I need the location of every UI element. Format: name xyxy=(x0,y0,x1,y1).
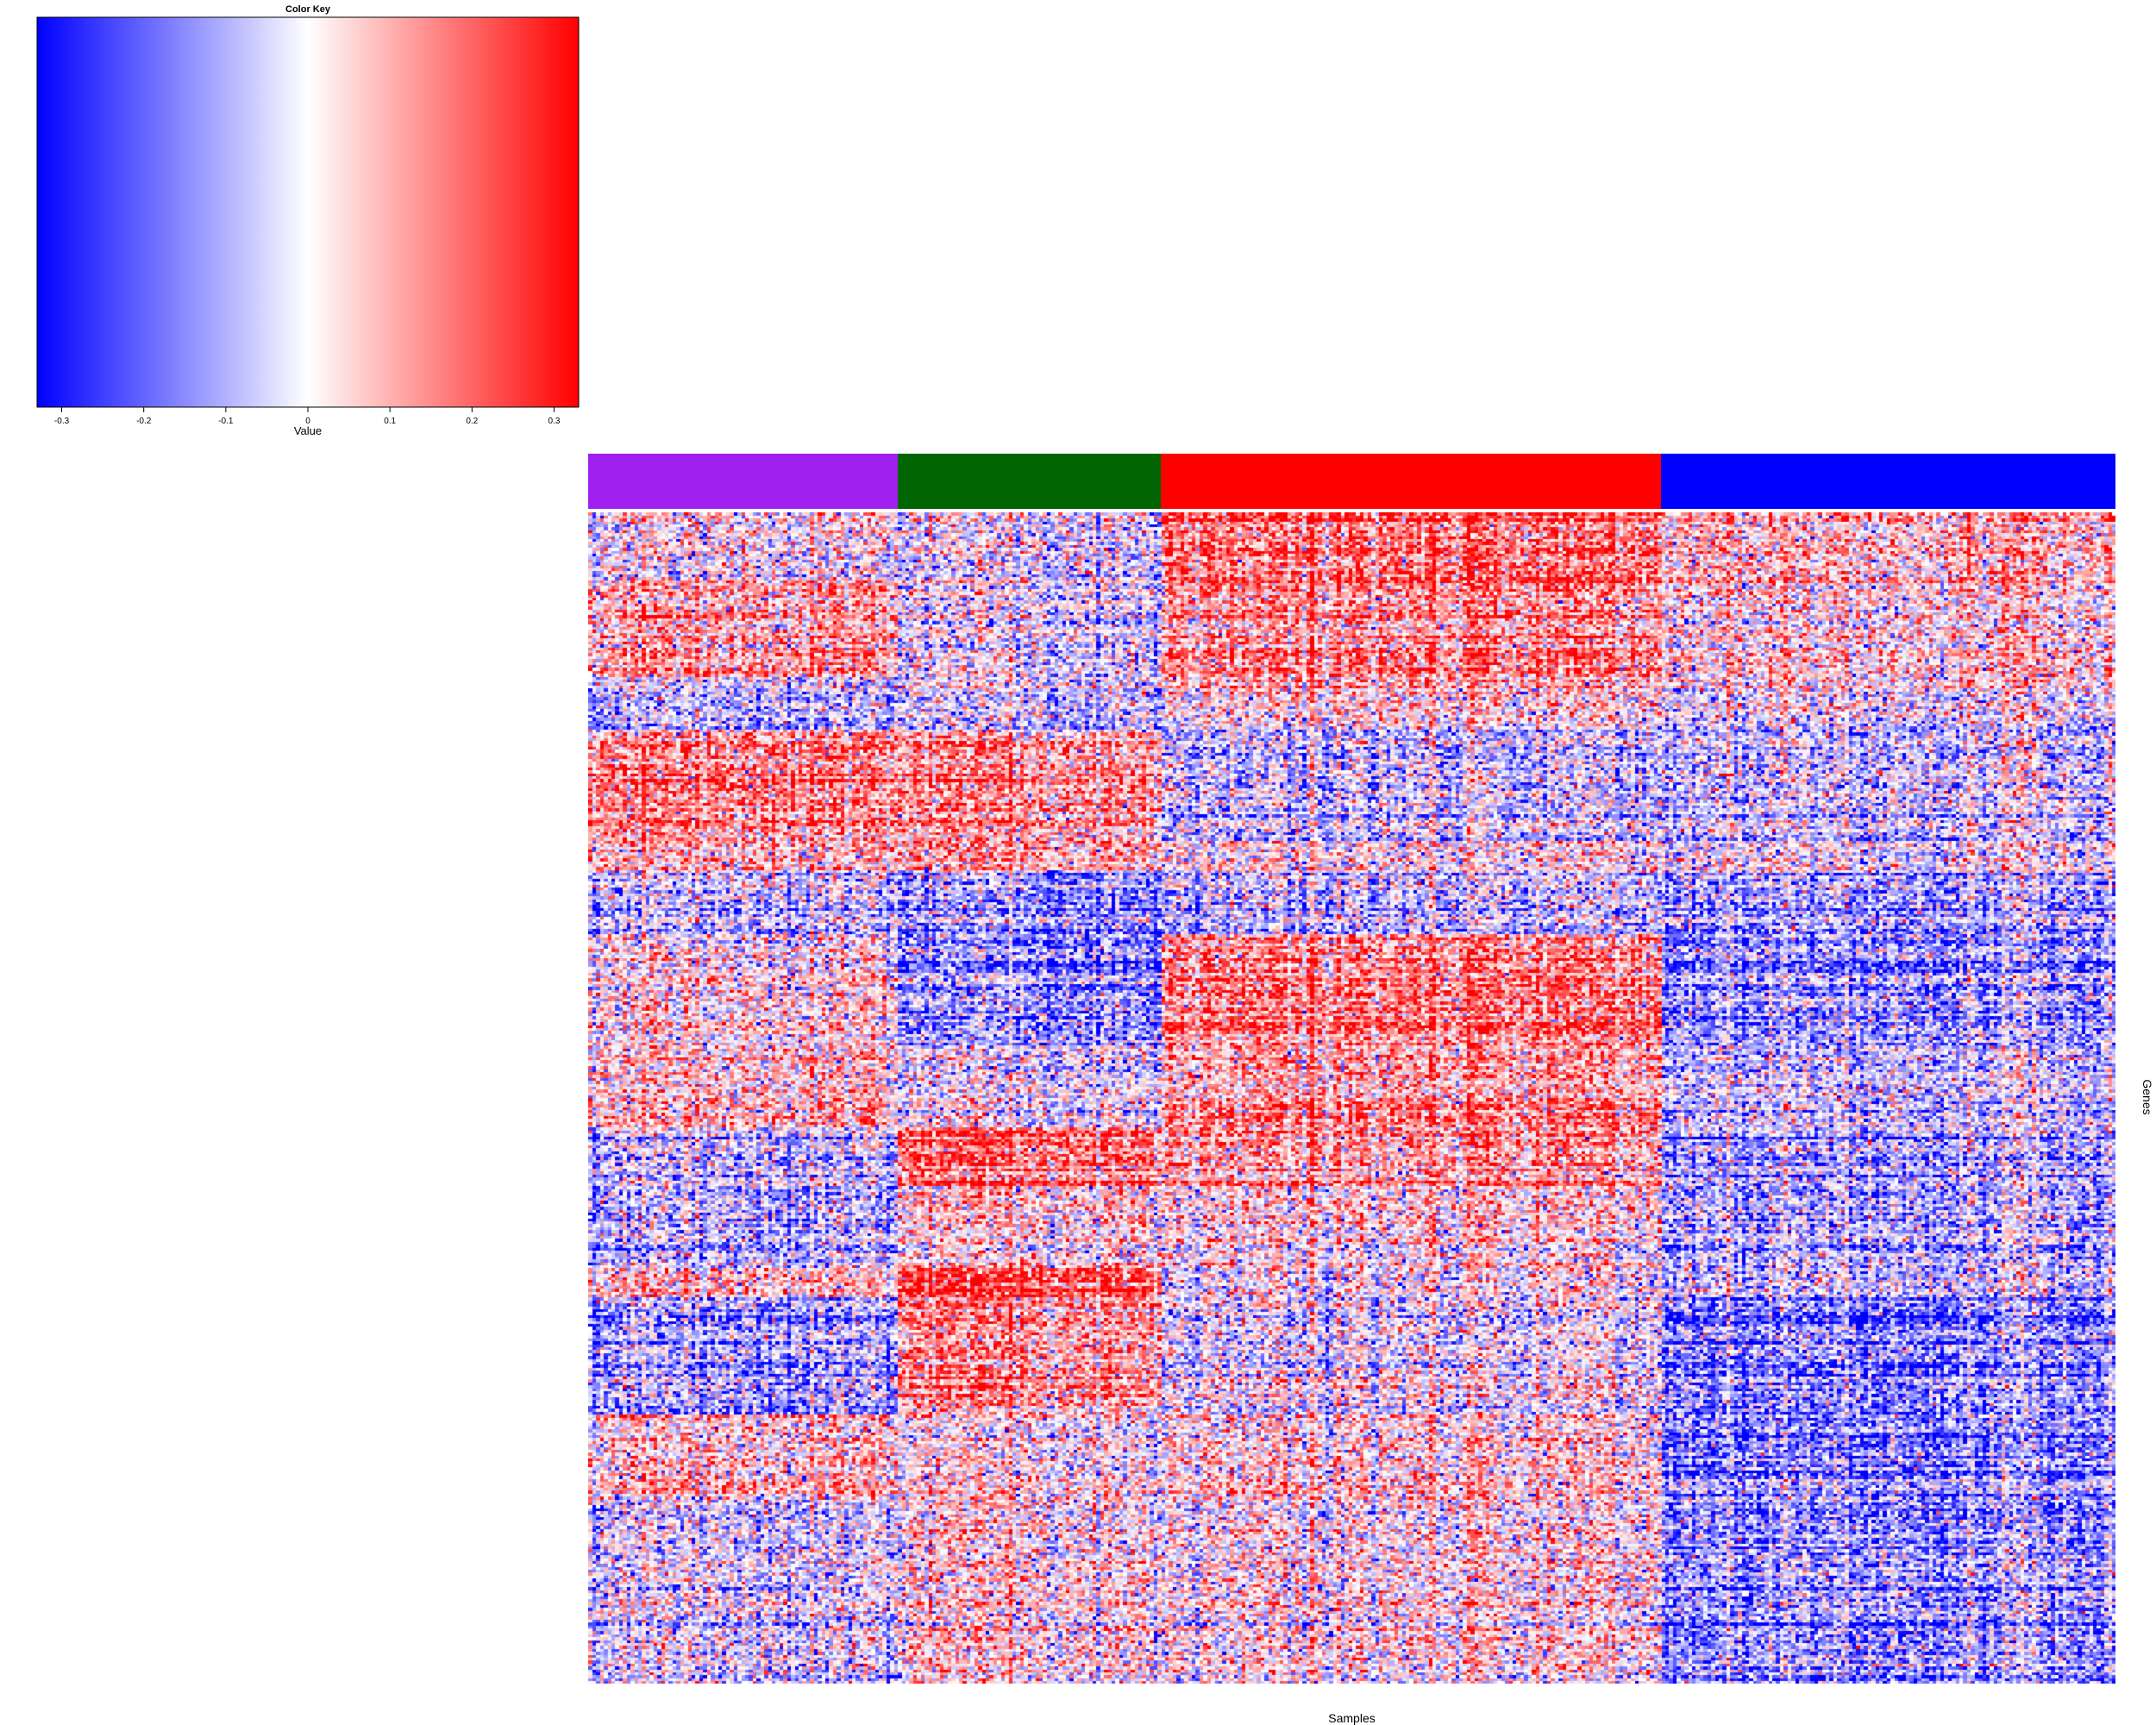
color-key: Color Key -0.3 -0.2 -0.1 0 0.1 0.2 0.3 Value xyxy=(36,4,580,437)
sample-group-2 xyxy=(897,454,1162,509)
color-key-title: Color Key xyxy=(285,4,331,15)
color-key-label: Value xyxy=(294,424,322,437)
sample-group-4 xyxy=(1661,454,2115,509)
color-key-tick-label: 0 xyxy=(305,417,310,426)
sample-group-3 xyxy=(1161,454,1662,509)
color-key-tick-label: 0.2 xyxy=(466,417,478,426)
x-axis-label: Samples xyxy=(1328,1711,1376,1725)
expression-heatmap xyxy=(588,512,2115,1684)
color-key-tick-label: -0.2 xyxy=(136,417,152,426)
color-key-tick-label: 0.3 xyxy=(548,417,561,426)
y-axis-label: Genes xyxy=(2140,1079,2154,1115)
sample-group-1 xyxy=(588,454,898,509)
color-key-tick-label: -0.3 xyxy=(54,417,70,426)
color-key-gradient xyxy=(36,16,580,408)
color-key-axis: -0.3 -0.2 -0.1 0 0.1 0.2 0.3 xyxy=(54,407,561,426)
sample-group-color-bar xyxy=(588,454,2115,509)
color-key-tick-label: -0.1 xyxy=(218,417,234,426)
color-key-tick-label: 0.1 xyxy=(384,417,396,426)
